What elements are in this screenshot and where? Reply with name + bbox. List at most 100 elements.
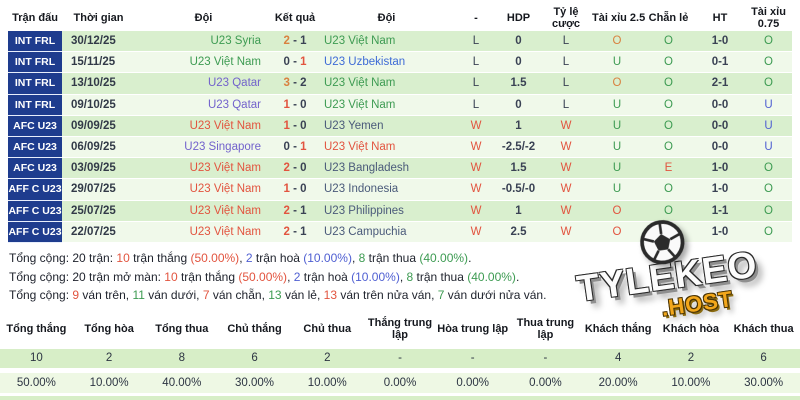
column-header: Chẵn lẻ [648,11,689,24]
home-team-cell: U23 Qatar [207,98,261,111]
competition-cell: INT FRL [8,73,62,95]
competition-cell: INT FRL [8,94,62,116]
half-time-score-cell: 2-1 [711,77,729,90]
match-row: AFF C U23 29/07/25 U23 Việt Nam 1 - 0 U23 In… [8,179,792,201]
summary-line: Tổng cộng: 20 trận: 10 trận thắng (50.00… [9,251,472,265]
stats-percent-value: 10.00% [307,376,347,389]
score-cell: 3 - 2 [283,77,307,90]
match-row: INT FRL 13/10/25 U23 Qatar 3 - 2 U23 Việt Na… [8,73,792,95]
away-team-cell: U23 Indonesia [324,183,399,196]
match-row: INT FRL 30/12/25 U23 Syria 2 - 1 U23 Việt Na… [8,31,792,53]
score-cell: 2 - 1 [283,35,307,47]
odd-even-cell: O [664,98,673,111]
stats-count-value: 2 [105,352,113,364]
stats-summary-table: Tổng thắng Tổng hòa Tổng thua Chủ thắng Chủ … [0,311,800,393]
stats-count-value: - [543,352,548,364]
stats-column-header: Khách thắng [584,322,652,335]
half-time-score-cell: 0-0 [711,119,729,132]
odd-even-cell: E [664,162,673,175]
summary-line: Tổng cộng: 9 ván trên, 11 ván dưới, 7 vá… [9,288,547,302]
result-letter-cell: L [472,35,480,47]
column-header: Tỷ lệ cược [551,5,581,30]
competition-cell: INT FRL [8,52,62,74]
stats-count-value: 8 [178,352,186,364]
odds-result-cell: L [562,35,570,47]
over-under-2-5-cell: U [612,162,622,175]
stats-column-header: Tổng hòa [84,322,134,335]
match-row: AFF C U23 25/07/25 U23 Việt Nam 2 - 1 U23 Ph… [8,200,792,222]
handicap-cell: -2.5/-2 [501,140,536,153]
over-under-2-5-cell: O [612,204,622,217]
away-team-cell: U23 Campuchia [324,225,407,238]
score-cell: 2 - 1 [283,225,307,238]
date-cell: 22/07/25 [71,225,116,238]
match-row: AFC U23 09/09/25 U23 Việt Nam 1 - 0 U23 Yeme… [8,115,792,137]
tylekeo-logo[interactable]: TYLEKEO .HOST [530,200,800,336]
result-letter-cell: W [470,183,482,196]
result-letter-cell: W [470,204,482,217]
match-history-table: Trận đấu Thời gian Đội Kết quả Đội - HDP Tỷ lệ … [8,5,792,243]
column-header: Trận đấu [12,11,58,24]
over-under-0-75-cell: U [764,119,773,132]
odds-result-cell: W [560,140,572,153]
away-team-cell: U23 Việt Nam [324,140,396,153]
odd-even-cell: O [664,204,673,217]
soccer-ball-icon [640,220,685,265]
away-goals: 1 [300,204,307,217]
over-under-0-75-cell: O [764,77,773,90]
stats-percent-value: 10.00% [671,376,711,389]
half-time-score-cell: 1-0 [711,225,729,238]
date-cell: 29/07/25 [71,183,116,196]
competition-cell: AFF C U23 [8,221,62,243]
stats-column-header: Hòa trung lập [437,322,509,335]
home-team-cell: U23 Việt Nam [189,56,261,69]
over-under-2-5-cell: O [612,225,622,238]
score-cell: 2 - 1 [283,204,307,217]
stats-percent-value: 30.00% [744,376,784,389]
match-row: INT FRL 15/11/25 U23 Việt Nam 0 - 1 U23 Uzbe… [8,52,792,74]
result-letter-cell: L [472,77,480,90]
home-goals: 3 [283,77,290,90]
odds-result-cell: W [560,183,572,196]
stats-percent-value: 30.00% [235,376,275,389]
stats-percent-value: 10.00% [89,376,129,389]
odds-result-cell: L [562,98,570,111]
odds-result-cell: W [560,204,572,217]
competition-cell: INT FRL [8,31,62,53]
away-goals: 1 [300,225,307,238]
column-header: HT [712,11,728,24]
odds-result-cell: L [562,56,570,69]
handicap-cell: 1 [515,119,522,132]
home-team-cell: U23 Việt Nam [189,119,261,132]
over-under-2-5-cell: U [612,98,622,111]
home-goals: 1 [283,98,290,111]
result-letter-cell: W [470,140,482,153]
odd-even-cell: O [664,56,673,69]
stats-counts-row: 10 2 8 6 2 - - - 4 2 6 [0,349,800,368]
odd-even-cell: O [664,35,673,47]
result-letter-cell: W [470,225,482,238]
half-time-score-cell: 1-0 [711,183,729,196]
half-time-score-cell: 1-0 [711,162,729,175]
match-row: INT FRL 09/10/25 U23 Qatar 1 - 0 U23 Việt Na… [8,94,792,116]
stats-count-value: 6 [760,352,767,364]
date-cell: 13/10/25 [71,77,116,90]
score-cell: 1 - 0 [283,98,307,111]
date-cell: 25/07/25 [71,204,116,217]
result-letter-cell: W [470,119,482,132]
stats-percents-row: 50.00% 10.00% 40.00% 30.00% 10.00% 0.00% 0.00%… [0,373,800,393]
competition-cell: AFC U23 [8,115,62,137]
away-goals: 0 [300,162,307,175]
cropped-next-row [0,396,800,400]
column-header: HDP [506,11,531,24]
stats-count-value: 2 [324,352,331,364]
stats-count-value: - [398,352,402,364]
home-team-cell: U23 Việt Nam [189,204,261,217]
summary-line: Tổng cộng: 20 trận mở màn: 10 trận thắng… [9,269,520,284]
away-goals: 0 [300,119,307,132]
stats-percent-value: 0.00% [529,376,562,389]
over-under-0-75-cell: O [764,56,773,69]
score-cell: 0 - 1 [283,140,307,153]
handicap-cell: 2.5 [510,225,527,238]
stats-column-header: Thắng trung lập [367,316,433,341]
